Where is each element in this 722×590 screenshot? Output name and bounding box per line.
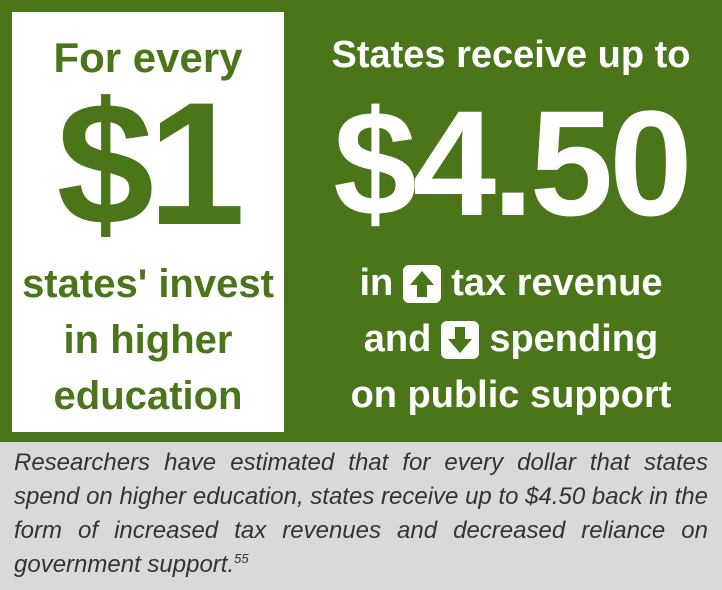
caption-text: Researchers have estimated that for ever… <box>14 449 708 578</box>
left-amount: $1 <box>56 67 246 262</box>
left-line: in higher <box>63 318 233 362</box>
text: and <box>363 318 432 360</box>
right-line: and spending <box>300 318 722 361</box>
footnote: 55 <box>234 551 249 566</box>
right-line: in tax revenue <box>300 262 722 305</box>
right-top: States receive up to <box>331 34 691 76</box>
left-line: states' invest <box>22 262 274 306</box>
down-arrow-icon <box>441 320 480 359</box>
left-top: For every <box>53 34 243 81</box>
left-line: education <box>53 374 243 418</box>
up-arrow-icon <box>403 264 442 303</box>
text: spending <box>489 318 659 360</box>
caption: Researchers have estimated that for ever… <box>14 446 708 582</box>
right-line: on public support <box>350 374 672 416</box>
text: tax revenue <box>451 262 663 304</box>
white-panel <box>12 12 284 432</box>
text: in <box>359 262 394 304</box>
right-amount: $4.50 <box>333 79 692 247</box>
